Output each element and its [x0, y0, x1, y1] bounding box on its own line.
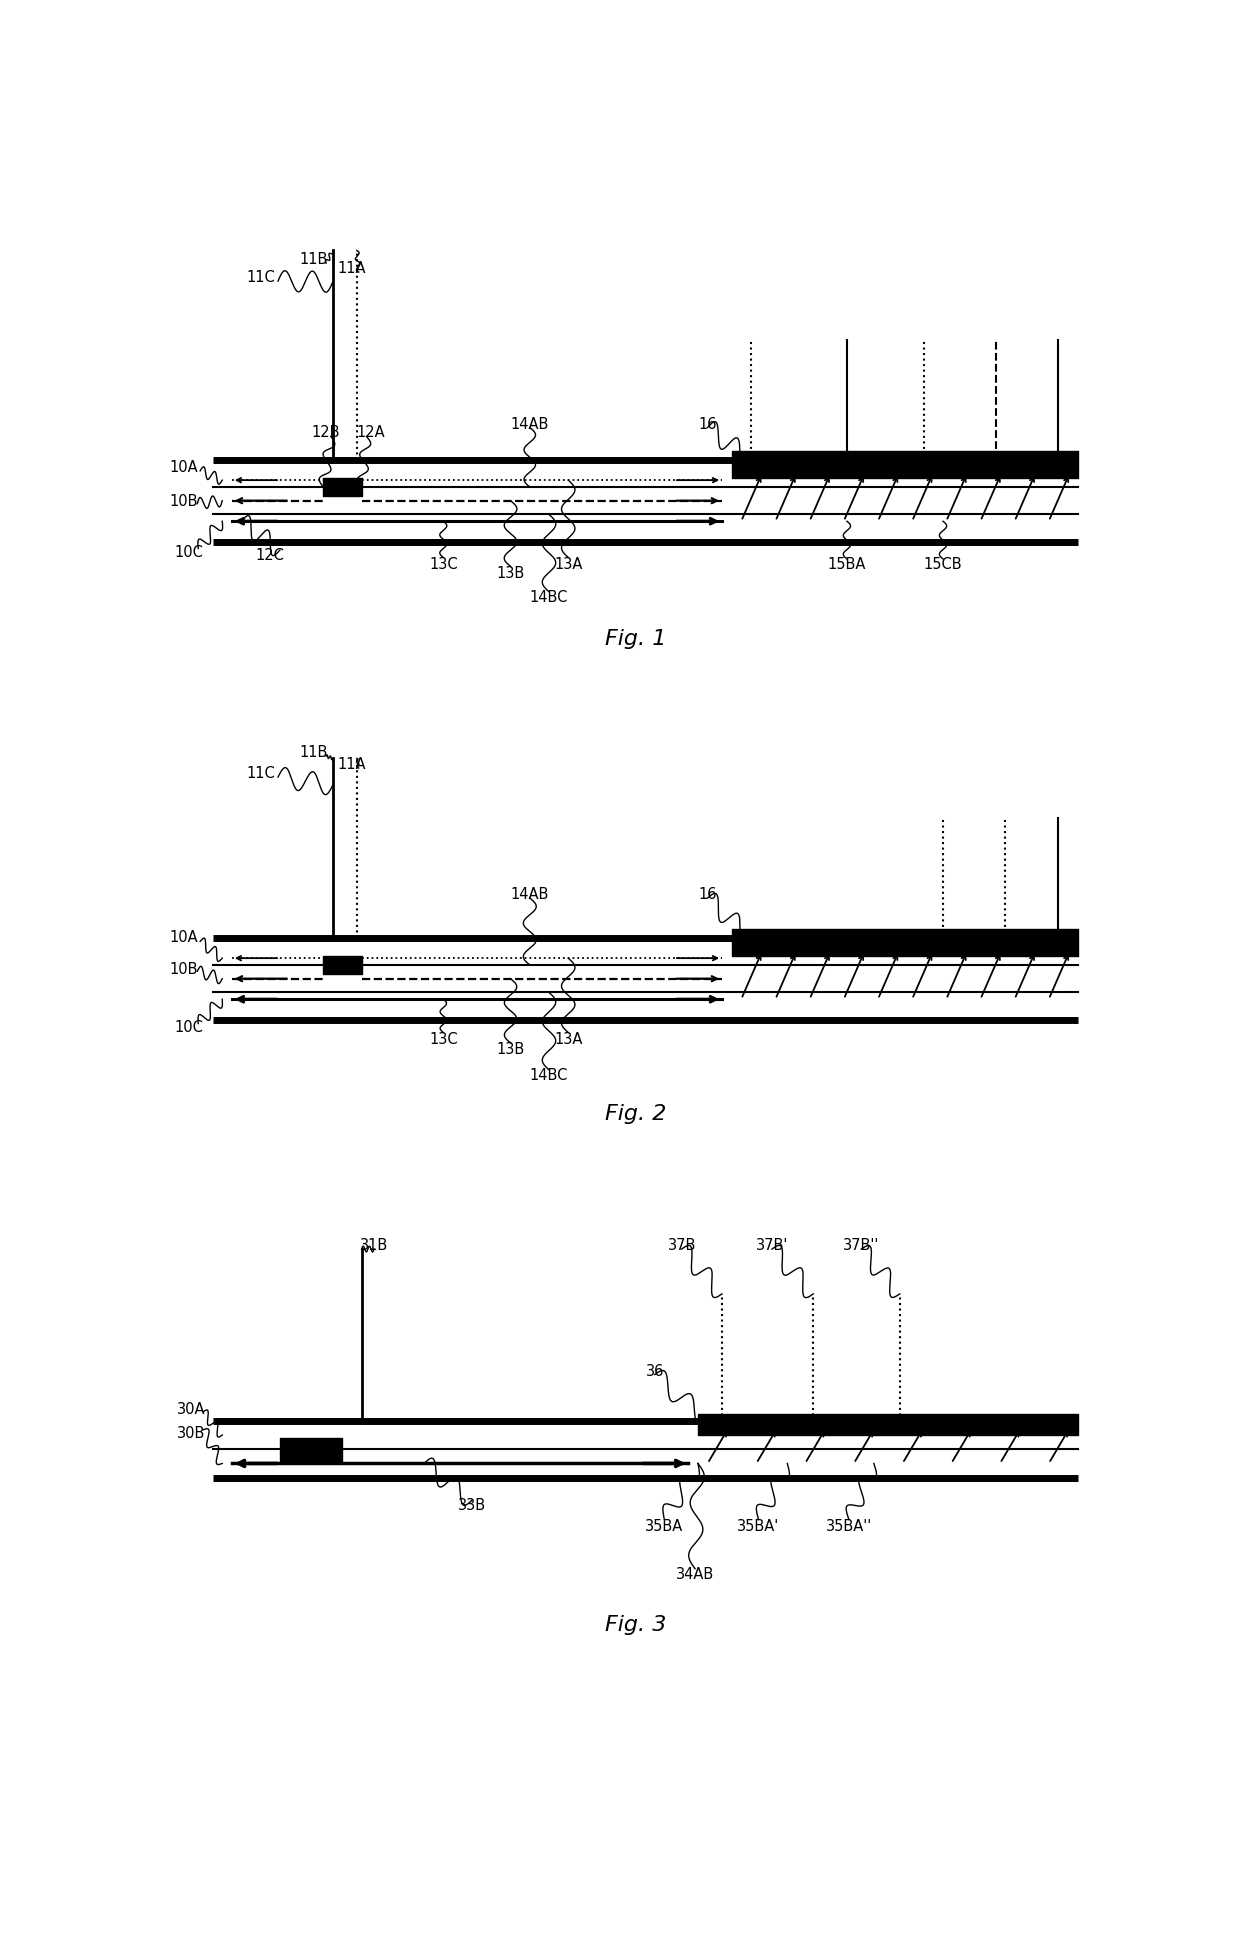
Text: 11B: 11B	[299, 252, 327, 268]
Text: 15CB: 15CB	[924, 556, 962, 572]
Text: 34AB: 34AB	[676, 1567, 714, 1580]
Text: 13B: 13B	[496, 1041, 525, 1057]
Text: 10B: 10B	[170, 962, 198, 975]
Text: 37B': 37B'	[755, 1237, 789, 1253]
Text: 11A: 11A	[337, 262, 366, 275]
Text: 10A: 10A	[170, 931, 198, 944]
Text: 13A: 13A	[554, 1032, 583, 1047]
Text: 14AB: 14AB	[511, 417, 549, 430]
Text: 16: 16	[698, 417, 717, 430]
Text: 10C: 10C	[174, 545, 203, 560]
Text: 37B'': 37B''	[843, 1237, 879, 1253]
Text: 13C: 13C	[429, 1032, 458, 1047]
Text: 14AB: 14AB	[511, 886, 549, 902]
Text: 12B: 12B	[311, 425, 340, 440]
Text: 11C: 11C	[247, 766, 275, 781]
Text: 15BA: 15BA	[828, 556, 866, 572]
Text: 14BC: 14BC	[529, 1066, 568, 1082]
Text: 31B: 31B	[360, 1237, 388, 1253]
Text: Fig. 2: Fig. 2	[605, 1103, 666, 1123]
Text: 12A: 12A	[357, 425, 386, 440]
Text: Fig. 3: Fig. 3	[605, 1613, 666, 1635]
Text: 13B: 13B	[496, 566, 525, 580]
Text: 11A: 11A	[337, 756, 366, 772]
Text: 10B: 10B	[170, 494, 198, 508]
Text: 10C: 10C	[174, 1020, 203, 1035]
Text: 36: 36	[646, 1363, 663, 1379]
Text: 35BA': 35BA'	[738, 1518, 780, 1534]
Text: 13C: 13C	[429, 556, 458, 572]
Text: Fig. 1: Fig. 1	[605, 628, 666, 650]
Text: 10A: 10A	[170, 460, 198, 475]
Text: 11C: 11C	[247, 270, 275, 285]
Text: 35BA: 35BA	[645, 1518, 683, 1534]
Text: 30B: 30B	[177, 1425, 206, 1441]
Text: 37B: 37B	[667, 1237, 696, 1253]
Text: 11B: 11B	[299, 745, 327, 760]
Text: 13A: 13A	[554, 556, 583, 572]
Text: 30A: 30A	[177, 1402, 206, 1417]
Text: 12C: 12C	[255, 547, 285, 562]
Text: 16: 16	[698, 886, 717, 902]
Text: 35BA'': 35BA''	[826, 1518, 872, 1534]
Text: 33B: 33B	[458, 1497, 486, 1512]
Text: 14BC: 14BC	[529, 589, 568, 605]
